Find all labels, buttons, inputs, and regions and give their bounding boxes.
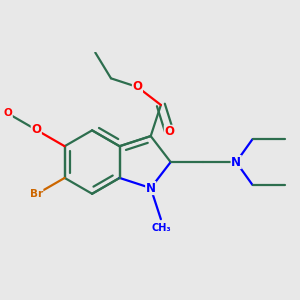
Text: O: O [133, 80, 142, 94]
Text: CH₃: CH₃ [151, 223, 171, 233]
Text: N: N [146, 182, 156, 194]
Text: O: O [31, 123, 41, 136]
Text: N: N [231, 156, 241, 169]
Text: Br: Br [30, 189, 43, 199]
Text: O: O [4, 109, 12, 118]
Text: O: O [164, 125, 174, 138]
